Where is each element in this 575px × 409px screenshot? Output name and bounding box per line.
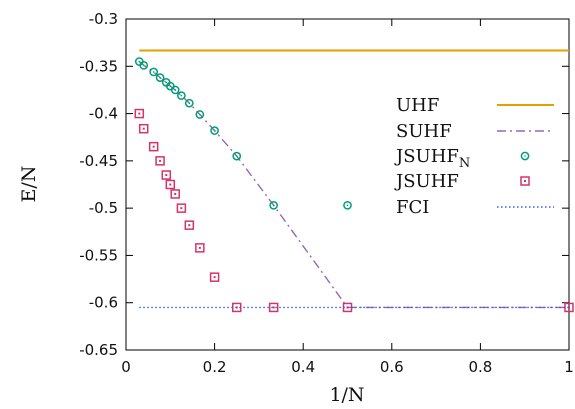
legend-marker-center [524,180,526,182]
data-point-center [142,64,145,67]
data-point-center [180,94,183,97]
y-tick-label: -0.4 [89,105,118,123]
data-point [564,302,574,313]
data-point [195,110,205,119]
data-point-center [138,60,141,63]
legend-label: JSUHFN [394,146,470,171]
x-tick-label: 1 [564,358,574,376]
data-point-center [568,306,570,309]
plot-area [134,49,574,313]
data-point [232,151,242,161]
legend-item: JSUHF [394,171,530,192]
y-axis-title: E/N [18,166,40,203]
data-point [134,108,145,119]
data-point-center [142,127,145,130]
data-point [343,200,352,210]
data-point-center [272,204,275,207]
data-point-center [235,155,238,157]
data-point [155,156,165,166]
data-point-center [138,112,141,115]
y-tick-label: -0.3 [89,10,118,28]
data-point [176,203,187,213]
data-point [210,126,219,135]
series-1 [138,61,569,309]
y-tick-label: -0.65 [79,341,118,359]
data-point [184,98,194,108]
legend-marker-center [524,155,526,157]
data-point-center [346,204,349,207]
series-3 [134,108,574,313]
x-tick-label: 0.4 [291,358,315,376]
data-point-center [213,276,216,279]
data-point-center [159,159,162,162]
data-point [139,60,149,70]
legend-item: FCI [396,197,554,218]
x-tick-label: 0.6 [380,358,404,376]
data-point-center [174,192,177,195]
data-point-center [213,129,216,132]
data-point-center [169,183,172,186]
x-tick-label: 0.2 [203,358,227,376]
data-point [148,141,159,152]
legend-label: SUHF [396,121,452,142]
data-point [161,170,172,180]
data-point [155,73,165,82]
x-tick-label: 0 [121,358,131,376]
y-tick-label: -0.6 [89,294,118,312]
data-point-center [198,246,201,249]
data-point [268,302,279,313]
data-point-center [188,224,191,227]
data-point [209,272,220,282]
data-point-center [199,113,201,116]
legend-marker [520,176,530,186]
legend-marker [520,151,530,161]
data-point-center [180,207,183,210]
legend-item: SUHF [396,121,554,142]
data-point [269,200,279,210]
plot-frame [125,18,570,351]
data-point [177,91,186,100]
data-point-center [165,81,168,84]
series-2 [134,57,352,210]
data-point [138,123,149,134]
legend-item: JSUHFN [394,146,530,171]
y-tick-label: -0.55 [79,246,118,264]
data-point-center [169,85,172,87]
x-axis-title: 1/N [329,384,364,406]
data-point-center [272,306,275,309]
data-point-center [174,89,177,91]
data-point [165,179,176,190]
y-tick-label: -0.35 [79,57,118,75]
y-tick-label: -0.5 [89,199,118,217]
data-point-center [152,71,155,73]
x-tick-label: 0.8 [468,358,492,376]
data-point-center [152,145,155,148]
series-line [138,61,569,309]
legend-label: FCI [396,197,429,218]
data-point-center [159,76,161,79]
data-point [149,67,159,77]
data-point [170,85,180,95]
data-point-center [188,102,191,104]
legend-item: UHF [396,95,554,116]
axis-ticks: 0 0.2 0.4 0.6 0.8 1 -0.3 -0.35 -0.4 -0.45 -0.5 -0.5… [79,10,574,376]
data-point [170,189,180,199]
data-point-center [165,174,168,177]
data-point [195,243,205,253]
data-point [184,220,195,230]
legend-label: UHF [396,95,439,116]
y-tick-label: -0.45 [79,152,118,170]
legend-label: JSUHF [394,171,459,192]
